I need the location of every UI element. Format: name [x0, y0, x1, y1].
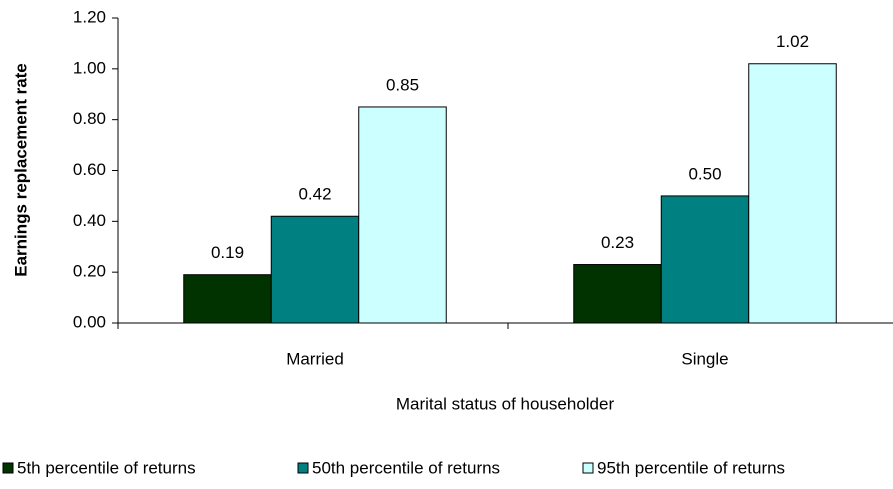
- bar: [270, 215, 360, 324]
- legend-swatch: [2, 462, 14, 474]
- value-label: 0.42: [298, 185, 331, 204]
- y-tick-label: 0.20: [73, 262, 106, 281]
- x-tick-label: Married: [286, 349, 344, 368]
- y-tick-label: 0.60: [73, 160, 106, 179]
- x-axis-label: Marital status of householder: [396, 394, 615, 413]
- legend-label: 50th percentile of returns: [312, 458, 500, 477]
- y-tick-label: 0.80: [73, 109, 106, 128]
- value-label: 1.02: [776, 32, 809, 51]
- value-label: 0.50: [688, 164, 721, 183]
- value-label: 0.85: [386, 75, 419, 94]
- value-label: 0.23: [601, 233, 634, 252]
- legend-swatch: [297, 462, 309, 474]
- y-tick-label: 1.00: [73, 58, 106, 77]
- legend-swatch: [582, 462, 594, 474]
- bar: [358, 106, 447, 324]
- y-tick-label: 0.00: [73, 312, 106, 331]
- bar: [573, 264, 662, 324]
- value-label: 0.19: [211, 243, 244, 262]
- bar: [748, 63, 837, 324]
- y-tick-label: 1.20: [73, 7, 106, 26]
- y-tick-label: 0.40: [73, 211, 106, 230]
- legend-label: 95th percentile of returns: [597, 458, 785, 477]
- bar: [183, 274, 272, 324]
- x-tick-label: Single: [681, 349, 728, 368]
- bar: [660, 195, 750, 324]
- y-axis-label: Earnings replacement rate: [11, 63, 30, 277]
- legend-label: 5th percentile of returns: [17, 458, 196, 477]
